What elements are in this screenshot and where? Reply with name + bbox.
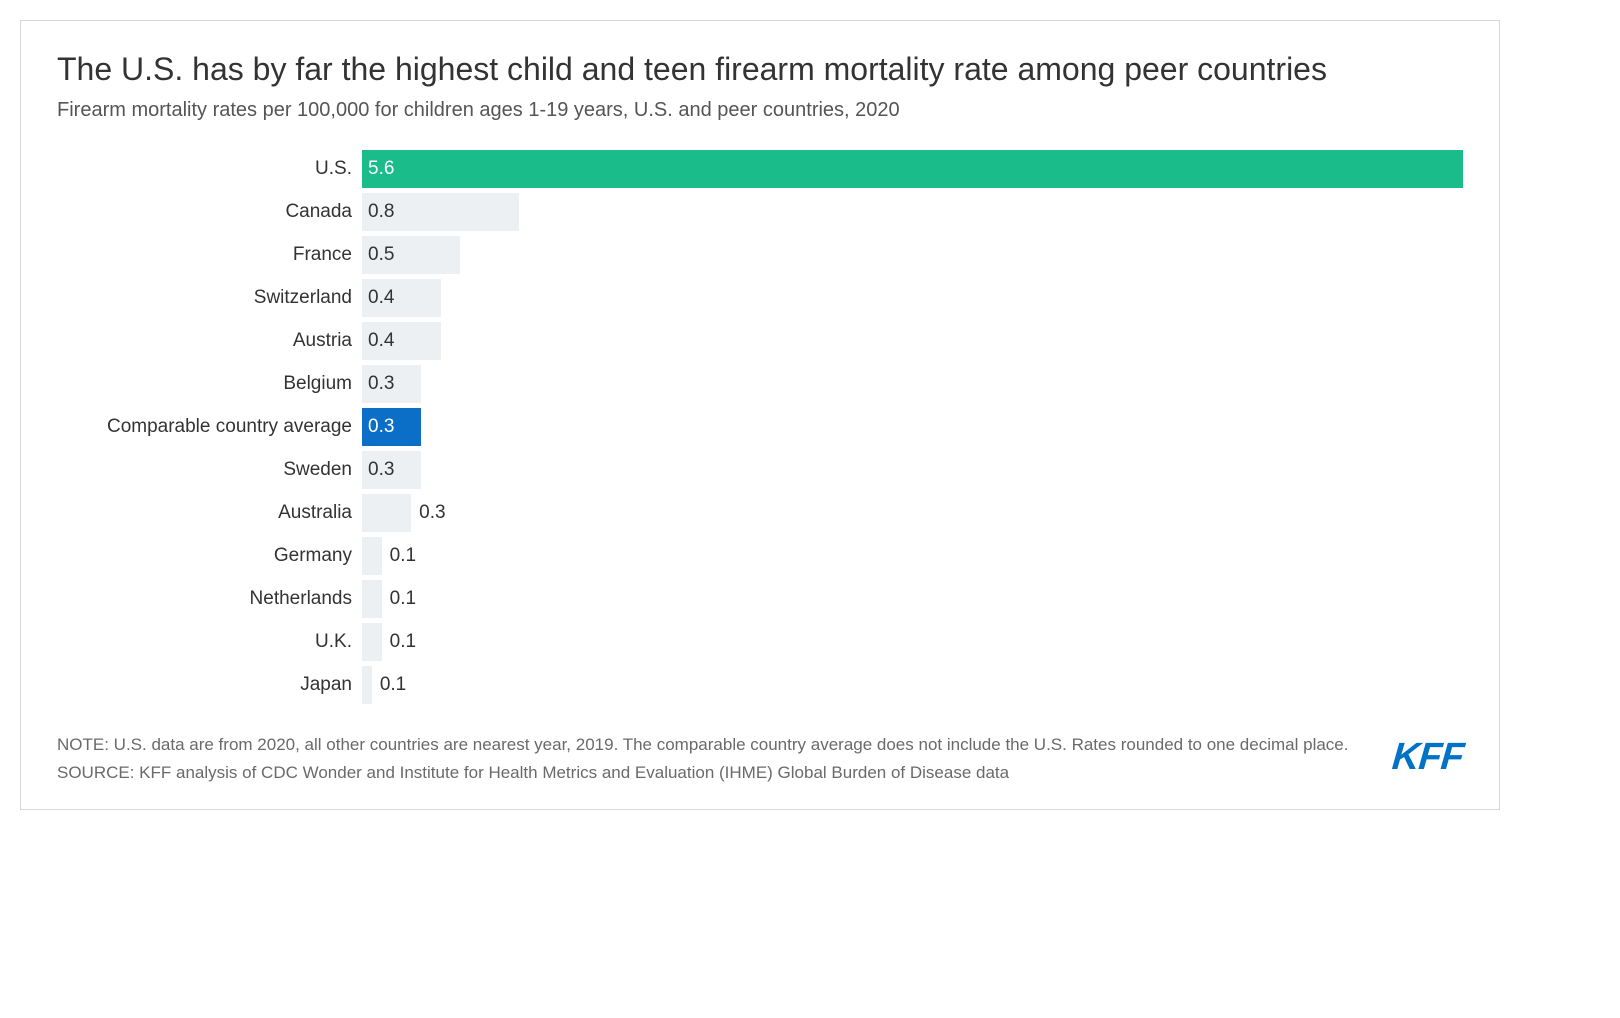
bar-value: 0.1: [372, 674, 406, 696]
bar-label: Comparable country average: [57, 416, 362, 438]
bar-row: Germany 0.1: [57, 537, 1463, 575]
bar-label: U.K.: [57, 631, 362, 653]
bar-fill: 0.4: [362, 322, 441, 360]
bar-fill: [362, 623, 382, 661]
bar-value: 5.6: [368, 158, 394, 180]
footer-row: NOTE: U.S. data are from 2020, all other…: [57, 732, 1463, 785]
bar-track: 0.3: [362, 451, 1463, 489]
bar-label: Austria: [57, 330, 362, 352]
footer-note: NOTE: U.S. data are from 2020, all other…: [57, 732, 1352, 758]
bar-label: Sweden: [57, 459, 362, 481]
bar-track: 0.4: [362, 279, 1463, 317]
bar-label: Canada: [57, 201, 362, 223]
bar-track: 0.4: [362, 322, 1463, 360]
bar-fill: [362, 494, 411, 532]
bar-value: 0.4: [368, 287, 394, 309]
bar-value: 0.8: [368, 201, 394, 223]
bar-value: 0.3: [368, 373, 394, 395]
bar-value: 0.3: [411, 502, 445, 524]
bar-row: U.K. 0.1: [57, 623, 1463, 661]
footer-text: NOTE: U.S. data are from 2020, all other…: [57, 732, 1392, 785]
bar-fill: [362, 580, 382, 618]
bar-fill: 0.3: [362, 451, 421, 489]
bar-row: Comparable country average 0.3: [57, 408, 1463, 446]
bar-fill: [362, 537, 382, 575]
bar-value: 0.1: [382, 631, 416, 653]
bar-fill: 0.5: [362, 236, 460, 274]
bar-label: France: [57, 244, 362, 266]
bar-value: 0.4: [368, 330, 394, 352]
bar-label: Switzerland: [57, 287, 362, 309]
bar-label: Australia: [57, 502, 362, 524]
bar-label: U.S.: [57, 158, 362, 180]
bar-value: 0.5: [368, 244, 394, 266]
bar-label: Belgium: [57, 373, 362, 395]
bar-track: 0.5: [362, 236, 1463, 274]
bar-row: Belgium 0.3: [57, 365, 1463, 403]
chart-subtitle: Firearm mortality rates per 100,000 for …: [57, 99, 1463, 122]
bar-label: Japan: [57, 674, 362, 696]
bar-track: 0.1: [362, 623, 1463, 661]
bar-track: 5.6: [362, 150, 1463, 188]
bar-fill: 0.3: [362, 408, 421, 446]
bar-track: 0.3: [362, 408, 1463, 446]
bar-value: 0.3: [368, 459, 394, 481]
footer-source: SOURCE: KFF analysis of CDC Wonder and I…: [57, 760, 1352, 786]
bar-track: 0.1: [362, 580, 1463, 618]
bar-track: 0.3: [362, 494, 1463, 532]
bar-value: 0.1: [382, 545, 416, 567]
bar-fill: [362, 666, 372, 704]
bar-fill: 0.8: [362, 193, 519, 231]
bar-row: Austria 0.4: [57, 322, 1463, 360]
bar-fill: 0.3: [362, 365, 421, 403]
bar-row: Australia 0.3: [57, 494, 1463, 532]
bar-track: 0.3: [362, 365, 1463, 403]
bar-track: 0.8: [362, 193, 1463, 231]
bar-row: U.S. 5.6: [57, 150, 1463, 188]
bar-fill: 5.6: [362, 150, 1463, 188]
bar-track: 0.1: [362, 537, 1463, 575]
bar-value: 0.3: [368, 416, 394, 438]
chart-container: The U.S. has by far the highest child an…: [20, 20, 1500, 810]
bar-row: Japan 0.1: [57, 666, 1463, 704]
bar-row: France 0.5: [57, 236, 1463, 274]
bar-value: 0.1: [382, 588, 416, 610]
kff-logo: KFF: [1390, 736, 1465, 785]
bar-row: Canada 0.8: [57, 193, 1463, 231]
bar-fill: 0.4: [362, 279, 441, 317]
bar-label: Netherlands: [57, 588, 362, 610]
bar-row: Switzerland 0.4: [57, 279, 1463, 317]
bar-row: Netherlands 0.1: [57, 580, 1463, 618]
bar-label: Germany: [57, 545, 362, 567]
chart-title: The U.S. has by far the highest child an…: [57, 49, 1463, 89]
bars-area: U.S.5.6Canada0.8France0.5Switzerland0.4A…: [57, 150, 1463, 704]
bar-row: Sweden 0.3: [57, 451, 1463, 489]
bar-track: 0.1: [362, 666, 1463, 704]
